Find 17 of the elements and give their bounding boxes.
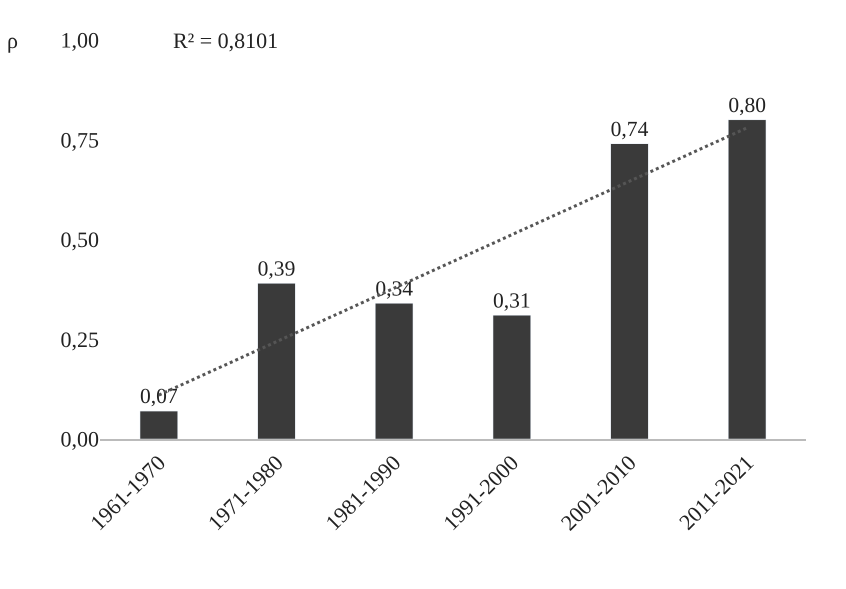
y-tick-label: 1,00: [60, 28, 99, 53]
bar: [375, 303, 414, 439]
bar: [492, 315, 531, 439]
y-tick-label: 0,25: [60, 326, 99, 352]
y-axis-title: ρ: [7, 28, 18, 53]
data-label: 0,31: [493, 288, 531, 312]
bar: [728, 120, 766, 439]
y-tick-label: 0,00: [60, 426, 99, 452]
y-tick-label: 0,50: [60, 227, 99, 252]
bar: [610, 143, 649, 439]
annotation: R² = 0,8101: [173, 28, 278, 53]
data-label: 0,39: [258, 256, 296, 280]
y-tick-label: 0,75: [60, 127, 99, 152]
bar: [140, 410, 178, 439]
bar: [257, 283, 296, 439]
data-label: 0,80: [728, 92, 766, 117]
data-label: 0,74: [610, 116, 649, 141]
